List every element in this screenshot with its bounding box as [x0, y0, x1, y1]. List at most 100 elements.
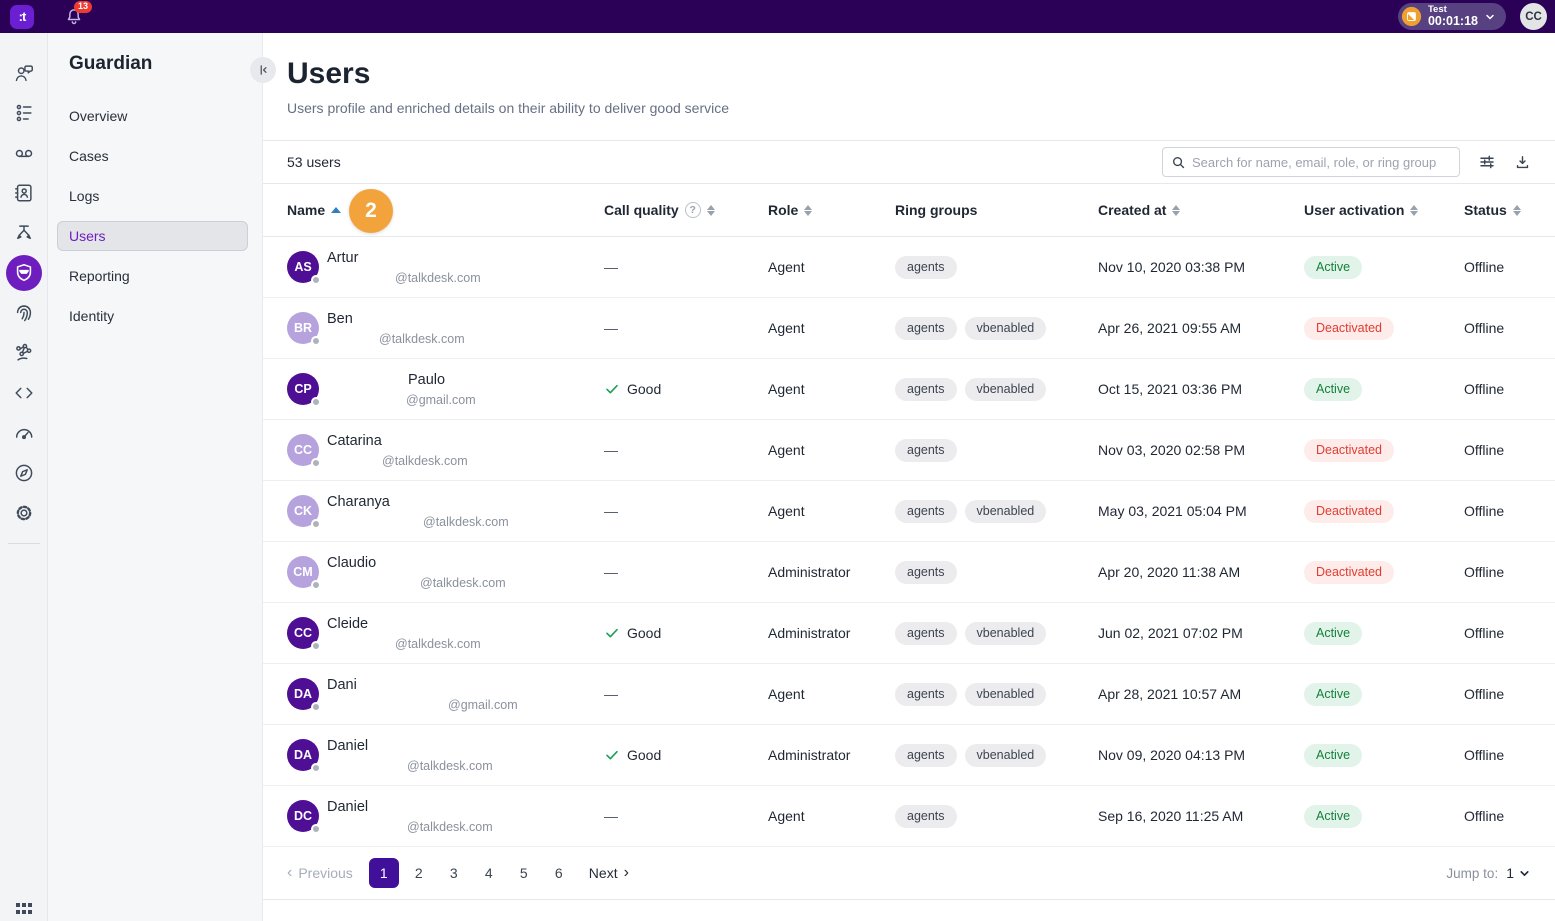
- page-button-1[interactable]: 1: [368, 858, 399, 888]
- previous-page-button[interactable]: ‹ Previous: [287, 864, 353, 882]
- column-header-role[interactable]: Role: [768, 202, 895, 218]
- ring-groups-cell: agents vbenabled: [895, 377, 1098, 401]
- rail-item-routing-flow[interactable]: [6, 215, 42, 251]
- page-button-2[interactable]: 2: [414, 865, 423, 881]
- user-activation-cell: Active: [1304, 377, 1464, 401]
- table-row[interactable]: CP Paulo @gmail.com Good Agent agents vbenable…: [263, 359, 1555, 420]
- jump-to-select[interactable]: 1: [1506, 865, 1531, 881]
- column-header-name[interactable]: Name: [287, 202, 604, 218]
- ring-group-chip: vbenabled: [964, 621, 1047, 645]
- contacts-icon: [13, 182, 35, 204]
- user-cell: DA Dani @gmail.com: [287, 676, 604, 713]
- user-cell: AS Artur @talkdesk.com: [287, 249, 604, 286]
- rail-item-queue-list[interactable]: [6, 95, 42, 131]
- rail-item-fingerprint[interactable]: [6, 295, 42, 331]
- avatar: DA: [287, 677, 321, 712]
- rail-item-dashboard-gauge[interactable]: [6, 415, 42, 451]
- ring-group-chip: agents: [895, 682, 957, 706]
- rail-item-settings-gear[interactable]: [6, 495, 42, 531]
- column-header-ring-groups: Ring groups: [895, 202, 1098, 218]
- sidebar-item-users[interactable]: Users: [57, 221, 248, 251]
- table-row[interactable]: DC Daniel @talkdesk.com — Agent agents Sep 16,…: [263, 786, 1555, 847]
- call-quality-cell: Good: [604, 625, 768, 641]
- table-row[interactable]: CK Charanya @talkdesk.com — Agent agents vbena…: [263, 481, 1555, 542]
- notifications-button[interactable]: 13: [62, 0, 93, 29]
- page-button-3[interactable]: 3: [449, 865, 458, 881]
- rail-item-guardian-shield[interactable]: [5, 255, 42, 291]
- page-button-6[interactable]: 6: [554, 865, 563, 881]
- user-cell: CK Charanya @talkdesk.com: [287, 493, 604, 530]
- rail-item-code[interactable]: [6, 375, 42, 411]
- role-cell: Administrator: [768, 625, 851, 641]
- user-activation-cell: Active: [1304, 743, 1464, 767]
- ring-groups-cell: agents: [895, 255, 1098, 279]
- filter-settings-icon[interactable]: [1478, 153, 1496, 171]
- user-cell: CC Catarina @talkdesk.com: [287, 432, 604, 469]
- ring-group-chip: agents: [895, 743, 957, 767]
- sidebar-item-reporting[interactable]: Reporting: [69, 268, 130, 284]
- recordings-icon: [13, 142, 35, 164]
- sort-icon: [1172, 204, 1181, 216]
- status-cell: Offline: [1464, 686, 1505, 702]
- call-quality-value: Good: [627, 625, 662, 641]
- activation-badge: Active: [1304, 682, 1363, 706]
- page-button-5[interactable]: 5: [519, 865, 528, 881]
- rail-item-network-graph[interactable]: [6, 335, 42, 371]
- table-row[interactable]: CC Cleide @talkdesk.com Good Administrator ag…: [263, 603, 1555, 664]
- session-label: Test: [1427, 3, 1447, 15]
- presence-dot: [311, 762, 321, 773]
- talkdesk-logo[interactable]: :t: [10, 4, 34, 29]
- table-row[interactable]: DA Daniel @talkdesk.com Good Administrator ag…: [263, 725, 1555, 786]
- guardian-sidebar: Guardian Overview Cases Logs Users Reporting…: [48, 33, 263, 921]
- rail-item-recordings[interactable]: [6, 135, 42, 171]
- session-status-pill[interactable]: Test 00:01:18: [1397, 3, 1506, 30]
- activation-badge: Deactivated: [1304, 316, 1395, 340]
- column-label: Status: [1464, 202, 1507, 218]
- sidebar-item-overview[interactable]: Overview: [69, 108, 128, 124]
- table-row[interactable]: CC Catarina @talkdesk.com — Agent agents Nov 0…: [263, 420, 1555, 481]
- agent-chat-icon: [13, 62, 35, 84]
- activation-badge: Deactivated: [1304, 438, 1395, 462]
- presence-dot: [311, 396, 321, 407]
- column-header-call-quality[interactable]: Call quality?: [604, 202, 768, 218]
- main-content: Users Users profile and enriched details…: [250, 33, 1555, 921]
- column-header-status[interactable]: Status: [1464, 202, 1545, 218]
- check-icon: [604, 625, 620, 641]
- call-quality-value: —: [604, 320, 618, 336]
- table-row[interactable]: AS Artur @talkdesk.com — Agent agents Nov 10, …: [263, 237, 1555, 298]
- ring-group-chip: agents: [895, 560, 957, 584]
- sidebar-collapse-button[interactable]: [250, 57, 276, 83]
- column-label: User activation: [1304, 202, 1405, 218]
- sidebar-item-cases[interactable]: Cases: [69, 148, 109, 164]
- user-name: Paulo: [408, 371, 446, 388]
- next-page-button[interactable]: Next ›: [588, 864, 629, 882]
- presence-dot: [311, 640, 321, 651]
- search-box[interactable]: [1162, 147, 1460, 177]
- user-activation-cell: Active: [1304, 804, 1464, 828]
- check-icon: [604, 381, 620, 397]
- rail-item-contacts[interactable]: [6, 175, 42, 211]
- table-row[interactable]: BR Ben @talkdesk.com — Agent agents vbenabled A…: [263, 298, 1555, 359]
- page-subtitle: Users profile and enriched details on th…: [287, 100, 730, 116]
- search-input[interactable]: [1192, 154, 1451, 170]
- column-header-created-at[interactable]: Created at: [1098, 202, 1304, 218]
- table-row[interactable]: DA Dani @gmail.com — Agent agents vbenabled Apr…: [263, 664, 1555, 725]
- table-row[interactable]: CM Claudio @talkdesk.com — Administrator agen…: [263, 542, 1555, 603]
- user-email: @talkdesk.com: [407, 820, 493, 834]
- apps-grid-icon[interactable]: [16, 903, 32, 915]
- column-label: Ring groups: [895, 202, 978, 218]
- help-icon[interactable]: ?: [684, 202, 701, 218]
- sort-icon: [706, 204, 715, 216]
- rail-item-agent-chat[interactable]: [6, 55, 42, 91]
- user-avatar[interactable]: CC: [1520, 3, 1547, 30]
- top-bar: :t 13 Test 00:01:18 CC: [0, 0, 1555, 33]
- column-header-user-activation[interactable]: User activation: [1304, 202, 1464, 218]
- sidebar-item-logs[interactable]: Logs: [69, 188, 100, 204]
- status-cell: Offline: [1464, 320, 1505, 336]
- rail-item-explore-compass[interactable]: [6, 455, 42, 491]
- rail-divider: [7, 543, 40, 544]
- sidebar-item-identity[interactable]: Identity: [69, 308, 115, 324]
- ring-groups-cell: agents: [895, 560, 1098, 584]
- page-button-4[interactable]: 4: [484, 865, 493, 881]
- download-icon[interactable]: [1514, 154, 1531, 171]
